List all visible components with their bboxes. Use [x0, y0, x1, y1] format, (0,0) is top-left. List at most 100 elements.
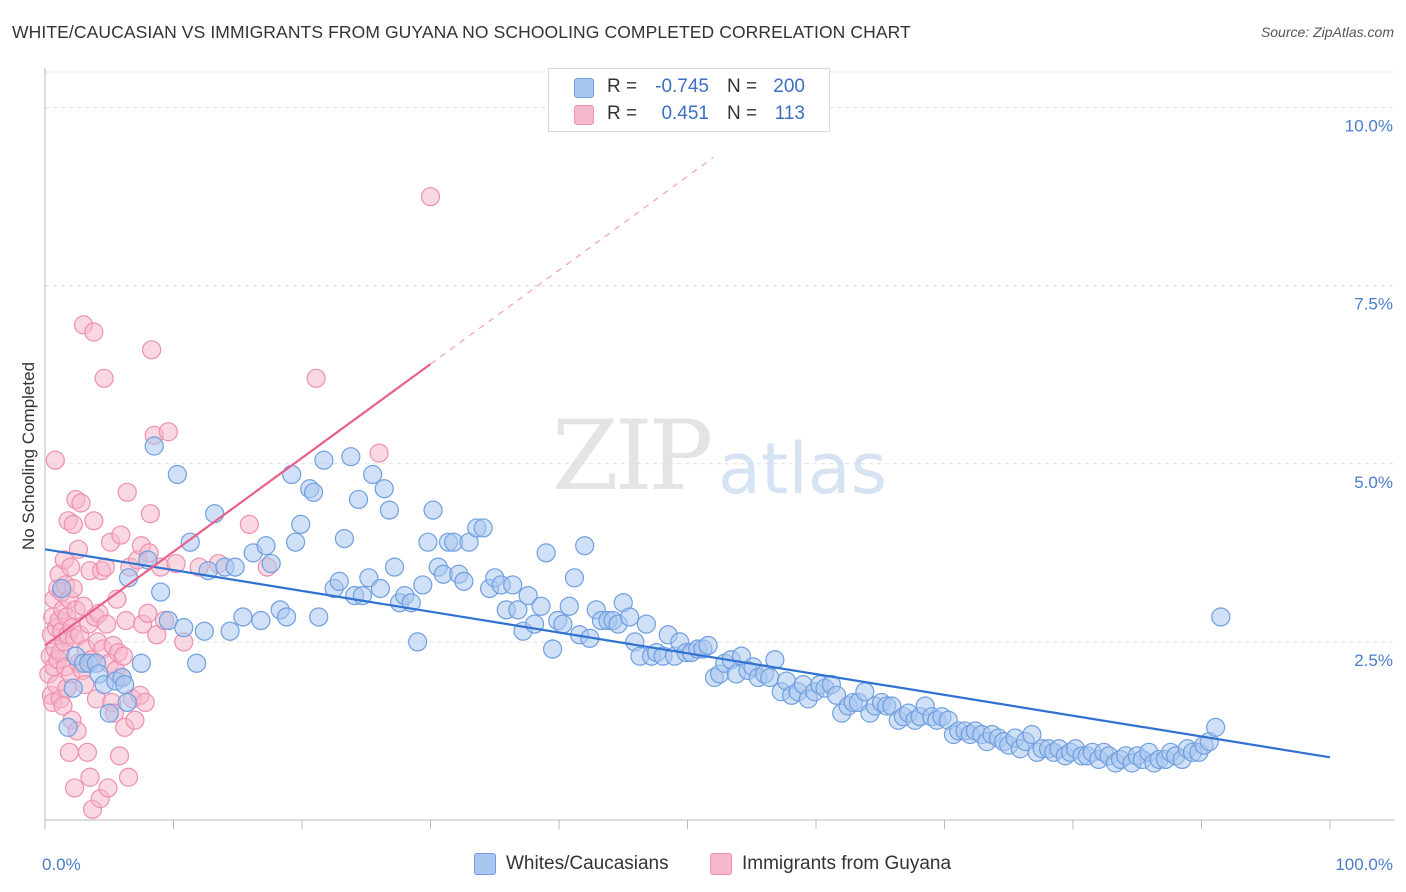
guyana-point-94 — [135, 692, 155, 713]
whites-point-83 — [536, 543, 556, 563]
guyana-point-58 — [84, 322, 104, 342]
guyana-point-111 — [369, 443, 389, 463]
whites-swatch — [574, 78, 594, 98]
series-whites-points — [52, 436, 1231, 773]
y-tick-label-1: 5.0% — [1354, 473, 1393, 492]
trend-lines — [44, 157, 1331, 759]
whites-point-20 — [167, 464, 187, 485]
guyana-point-85 — [117, 482, 137, 502]
whites-point-47 — [341, 447, 361, 467]
r-value: 0.451 — [661, 103, 709, 124]
chart-source: Source: ZipAtlas.com — [1260, 24, 1394, 40]
whites-point-84 — [542, 639, 563, 659]
guyana-point-108 — [239, 514, 259, 534]
guyana-point-52 — [77, 742, 98, 762]
whites-point-23 — [187, 653, 207, 673]
whites-point-22 — [180, 532, 200, 552]
stats-row-guyana: R = 0.451 N = 113 — [549, 101, 829, 127]
whites-point-63 — [423, 500, 443, 520]
whites-point-88 — [564, 568, 585, 588]
whites-point-2 — [63, 678, 83, 698]
whites-point-98 — [620, 607, 640, 627]
tick-labels: 2.5% 5.0% 7.5% 10.0% 0.0% 100.0% — [42, 117, 1393, 874]
guyana-point-59 — [84, 511, 104, 531]
whites-point-80 — [518, 585, 538, 606]
whites-point-0 — [52, 578, 72, 599]
whites-point-62 — [418, 532, 438, 552]
whites-point-56 — [384, 557, 405, 577]
whites-point-87 — [559, 596, 579, 616]
whites-point-203 — [1206, 717, 1226, 737]
guyana-point-97 — [140, 504, 160, 524]
guyana-legend-swatch — [710, 853, 732, 875]
whites-legend-label: Whites/Caucasians — [506, 853, 669, 874]
guyana-point-69 — [97, 614, 117, 634]
whites-point-86 — [553, 614, 573, 634]
n-label: N = — [727, 103, 758, 124]
whites-point-26 — [205, 504, 225, 524]
chart-title: WHITE/CAUCASIAN VS IMMIGRANTS FROM GUYAN… — [12, 22, 911, 42]
whites-point-30 — [233, 607, 253, 627]
guyana-legend-label: Immigrants from Guyana — [742, 853, 952, 874]
axes — [44, 68, 1395, 829]
guyana-point-21 — [53, 696, 73, 716]
whites-point-36 — [276, 607, 297, 627]
stats-row-whites: R = -0.745 N = 200 — [549, 74, 829, 100]
x-tick-label-0: 0.0% — [42, 855, 81, 874]
guyana-point-67 — [94, 368, 114, 388]
guyana-point-54 — [80, 767, 100, 787]
guyana-point-39 — [64, 778, 85, 798]
whites-point-33 — [256, 536, 276, 556]
guyana-point-9 — [45, 450, 65, 470]
whites-point-78 — [508, 600, 528, 620]
guyana-point-80 — [111, 525, 131, 545]
whites-point-42 — [309, 607, 329, 627]
r-label: R = — [607, 76, 638, 97]
whites-point-72 — [473, 518, 493, 538]
whites-trend-line — [44, 548, 1331, 759]
whites-point-101 — [636, 614, 656, 634]
guyana-point-31 — [59, 742, 80, 762]
guyana-point-86 — [118, 767, 139, 787]
guyana-point-79 — [109, 746, 130, 766]
whites-point-1 — [58, 717, 78, 737]
guyana-swatch — [574, 105, 594, 125]
whites-point-49 — [348, 489, 369, 510]
whites-point-77 — [503, 575, 523, 595]
guyana-point-46 — [71, 493, 91, 513]
whites-point-170 — [1022, 724, 1042, 745]
whites-point-43 — [314, 450, 334, 470]
watermark-atlas: atlas — [718, 428, 888, 510]
guyana-point-98 — [142, 340, 162, 360]
guyana-point-103 — [158, 422, 178, 442]
n-value: 113 — [774, 103, 805, 124]
guyana-point-70 — [98, 778, 118, 798]
whites-point-60 — [408, 632, 428, 652]
y-tick-label-2: 7.5% — [1354, 295, 1393, 314]
whites-point-38 — [285, 532, 306, 552]
whites-point-45 — [329, 571, 349, 591]
whites-point-13 — [117, 692, 137, 713]
guyana-point-84 — [116, 610, 136, 631]
whites-point-112 — [698, 635, 718, 656]
guyana-point-104 — [166, 553, 186, 574]
x-tick-label-1: 100.0% — [1335, 855, 1393, 874]
y-tick-label-0: 2.5% — [1354, 651, 1393, 670]
whites-point-32 — [251, 610, 271, 631]
whites-point-28 — [220, 621, 240, 641]
guyana-point-89 — [125, 710, 145, 730]
whites-point-12 — [115, 675, 135, 695]
whites-legend-swatch — [474, 853, 496, 875]
guyana-trend-line — [44, 363, 432, 647]
r-value: -0.745 — [655, 76, 709, 97]
y-tick-label-3: 10.0% — [1345, 117, 1393, 136]
whites-point-21 — [174, 618, 194, 638]
whites-point-18 — [151, 582, 171, 602]
whites-point-61 — [413, 575, 433, 595]
guyana-point-95 — [138, 603, 158, 624]
y-axis-label: No Schooling Completed — [19, 362, 38, 550]
guyana-point-37 — [63, 514, 83, 534]
r-label: R = — [607, 103, 638, 124]
guyana-point-112 — [420, 187, 441, 207]
